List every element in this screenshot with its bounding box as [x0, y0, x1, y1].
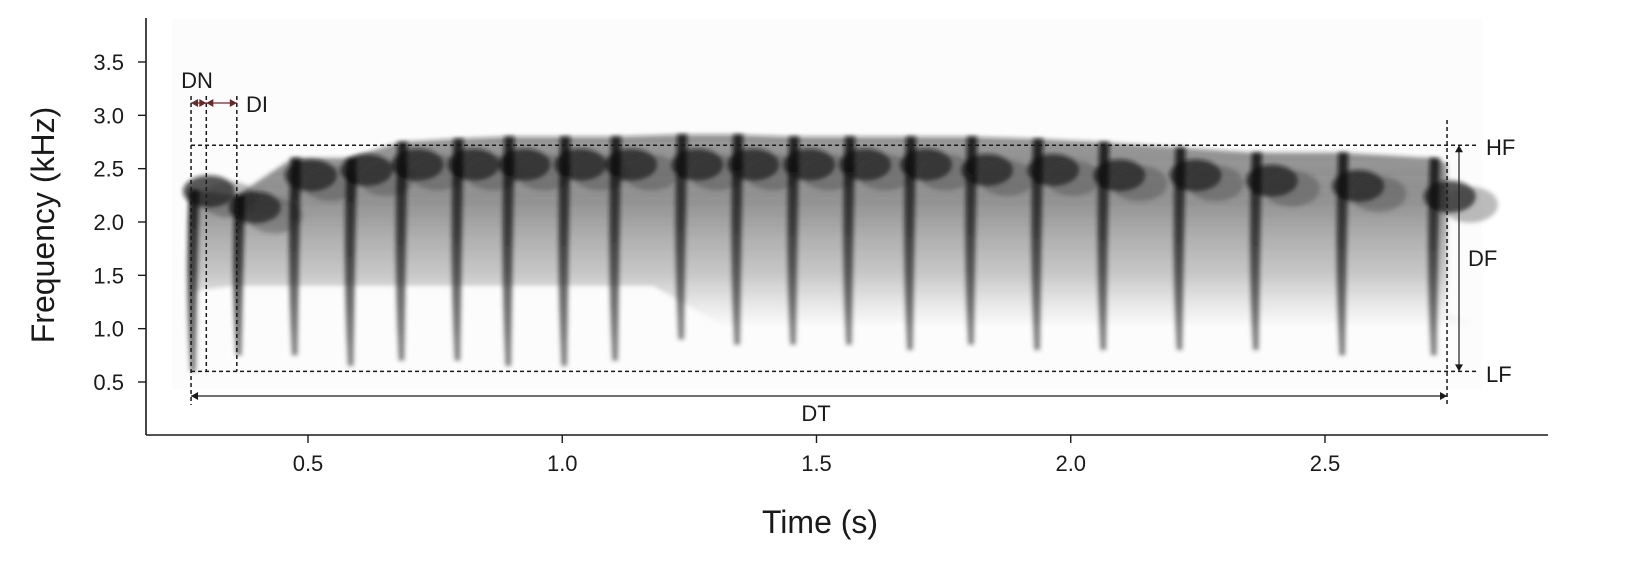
- note-stroke: [451, 138, 464, 361]
- df-label: DF: [1468, 246, 1497, 271]
- measurement-annotations: DN DI DT HF LF DF: [181, 68, 1515, 426]
- note-stroke: [1173, 147, 1186, 350]
- x-tick-label: 0.5: [293, 451, 324, 476]
- note-19: [1245, 152, 1320, 350]
- note-tail-smear: [1441, 186, 1498, 223]
- note-tail-smear: [1187, 165, 1244, 202]
- y-tick-label: 2.5: [93, 157, 124, 182]
- y-tick-label: 1.5: [93, 263, 124, 288]
- x-tick-label: 1.0: [547, 451, 578, 476]
- note-2: [228, 191, 303, 356]
- y-axis-title: Frequency (kHz): [25, 107, 61, 344]
- note-tail-smear: [857, 154, 914, 191]
- x-ticks: 0.5 1.0 1.5 2.0 2.5: [293, 435, 1341, 476]
- note-tail-smear: [623, 154, 680, 191]
- lf-label: LF: [1486, 362, 1512, 387]
- x-tick-label: 1.5: [801, 451, 832, 476]
- note-stroke: [233, 195, 245, 356]
- note-stroke: [904, 136, 917, 350]
- note-tail-smear: [1350, 175, 1407, 212]
- di-arrow-head-left: [206, 99, 214, 107]
- x-axis-title: Time (s): [762, 504, 878, 540]
- note-tail-smear: [979, 159, 1036, 196]
- note-stroke: [731, 134, 744, 345]
- note-tail-smear: [1111, 165, 1168, 202]
- note-17: [1093, 141, 1168, 350]
- note-21: [1423, 157, 1498, 356]
- note-11: [727, 134, 802, 345]
- df-arrow-head-top: [1455, 145, 1463, 153]
- y-tick-label: 1.0: [93, 317, 124, 342]
- di-arrow: [206, 99, 237, 107]
- note-15: [961, 136, 1036, 345]
- y-tick-label: 0.5: [93, 370, 124, 395]
- note-stroke: [558, 136, 571, 366]
- note-stroke: [1031, 138, 1044, 350]
- note-stroke: [1250, 152, 1262, 350]
- note-stroke: [187, 189, 200, 372]
- note-14: [900, 136, 975, 350]
- note-stroke: [843, 136, 856, 345]
- di-arrow-head-right: [229, 99, 237, 107]
- note-9: [605, 136, 680, 361]
- note-stroke: [344, 157, 357, 366]
- note-tail-smear: [1263, 170, 1320, 207]
- note-stroke: [1097, 141, 1110, 350]
- df-arrow: [1455, 145, 1463, 372]
- note-6: [447, 138, 522, 361]
- note-stroke: [288, 157, 301, 356]
- dn-arrow: [191, 99, 207, 107]
- note-stroke: [787, 136, 800, 345]
- di-label: DI: [246, 92, 268, 117]
- note-stroke: [965, 136, 978, 345]
- dn-arrow-head-right: [199, 99, 207, 107]
- note-16: [1027, 138, 1102, 350]
- dn-arrow-head-left: [191, 99, 199, 107]
- y-tick-label: 3.5: [93, 50, 124, 75]
- y-tick-label: 3.0: [93, 103, 124, 128]
- dt-arrow-head-left: [191, 392, 199, 400]
- dt-arrow: [191, 392, 1448, 400]
- x-tick-label: 2.5: [1310, 451, 1341, 476]
- y-ticks: 0.5 1.0 1.5 2.0 2.5 3.0 3.5: [93, 50, 146, 395]
- dt-arrow-head-right: [1440, 392, 1448, 400]
- note-18: [1169, 147, 1244, 350]
- note-stroke: [395, 141, 408, 361]
- note-tail-smear: [246, 197, 303, 234]
- y-tick-label: 2.0: [93, 210, 124, 235]
- hf-label: HF: [1486, 135, 1515, 160]
- df-arrow-head-bottom: [1455, 364, 1463, 372]
- note-stroke: [502, 136, 515, 366]
- note-stroke: [609, 136, 622, 361]
- note-20: [1332, 152, 1407, 356]
- x-tick-label: 2.0: [1055, 451, 1086, 476]
- notes-layer: [183, 134, 1498, 372]
- axes: [145, 18, 1548, 436]
- note-stroke: [1336, 152, 1349, 356]
- dt-label: DT: [801, 401, 830, 426]
- dn-label: DN: [181, 68, 213, 93]
- note-tail-smear: [1045, 159, 1102, 196]
- note-tail-smear: [918, 154, 975, 191]
- note-stroke: [675, 134, 688, 340]
- note-13: [839, 136, 914, 345]
